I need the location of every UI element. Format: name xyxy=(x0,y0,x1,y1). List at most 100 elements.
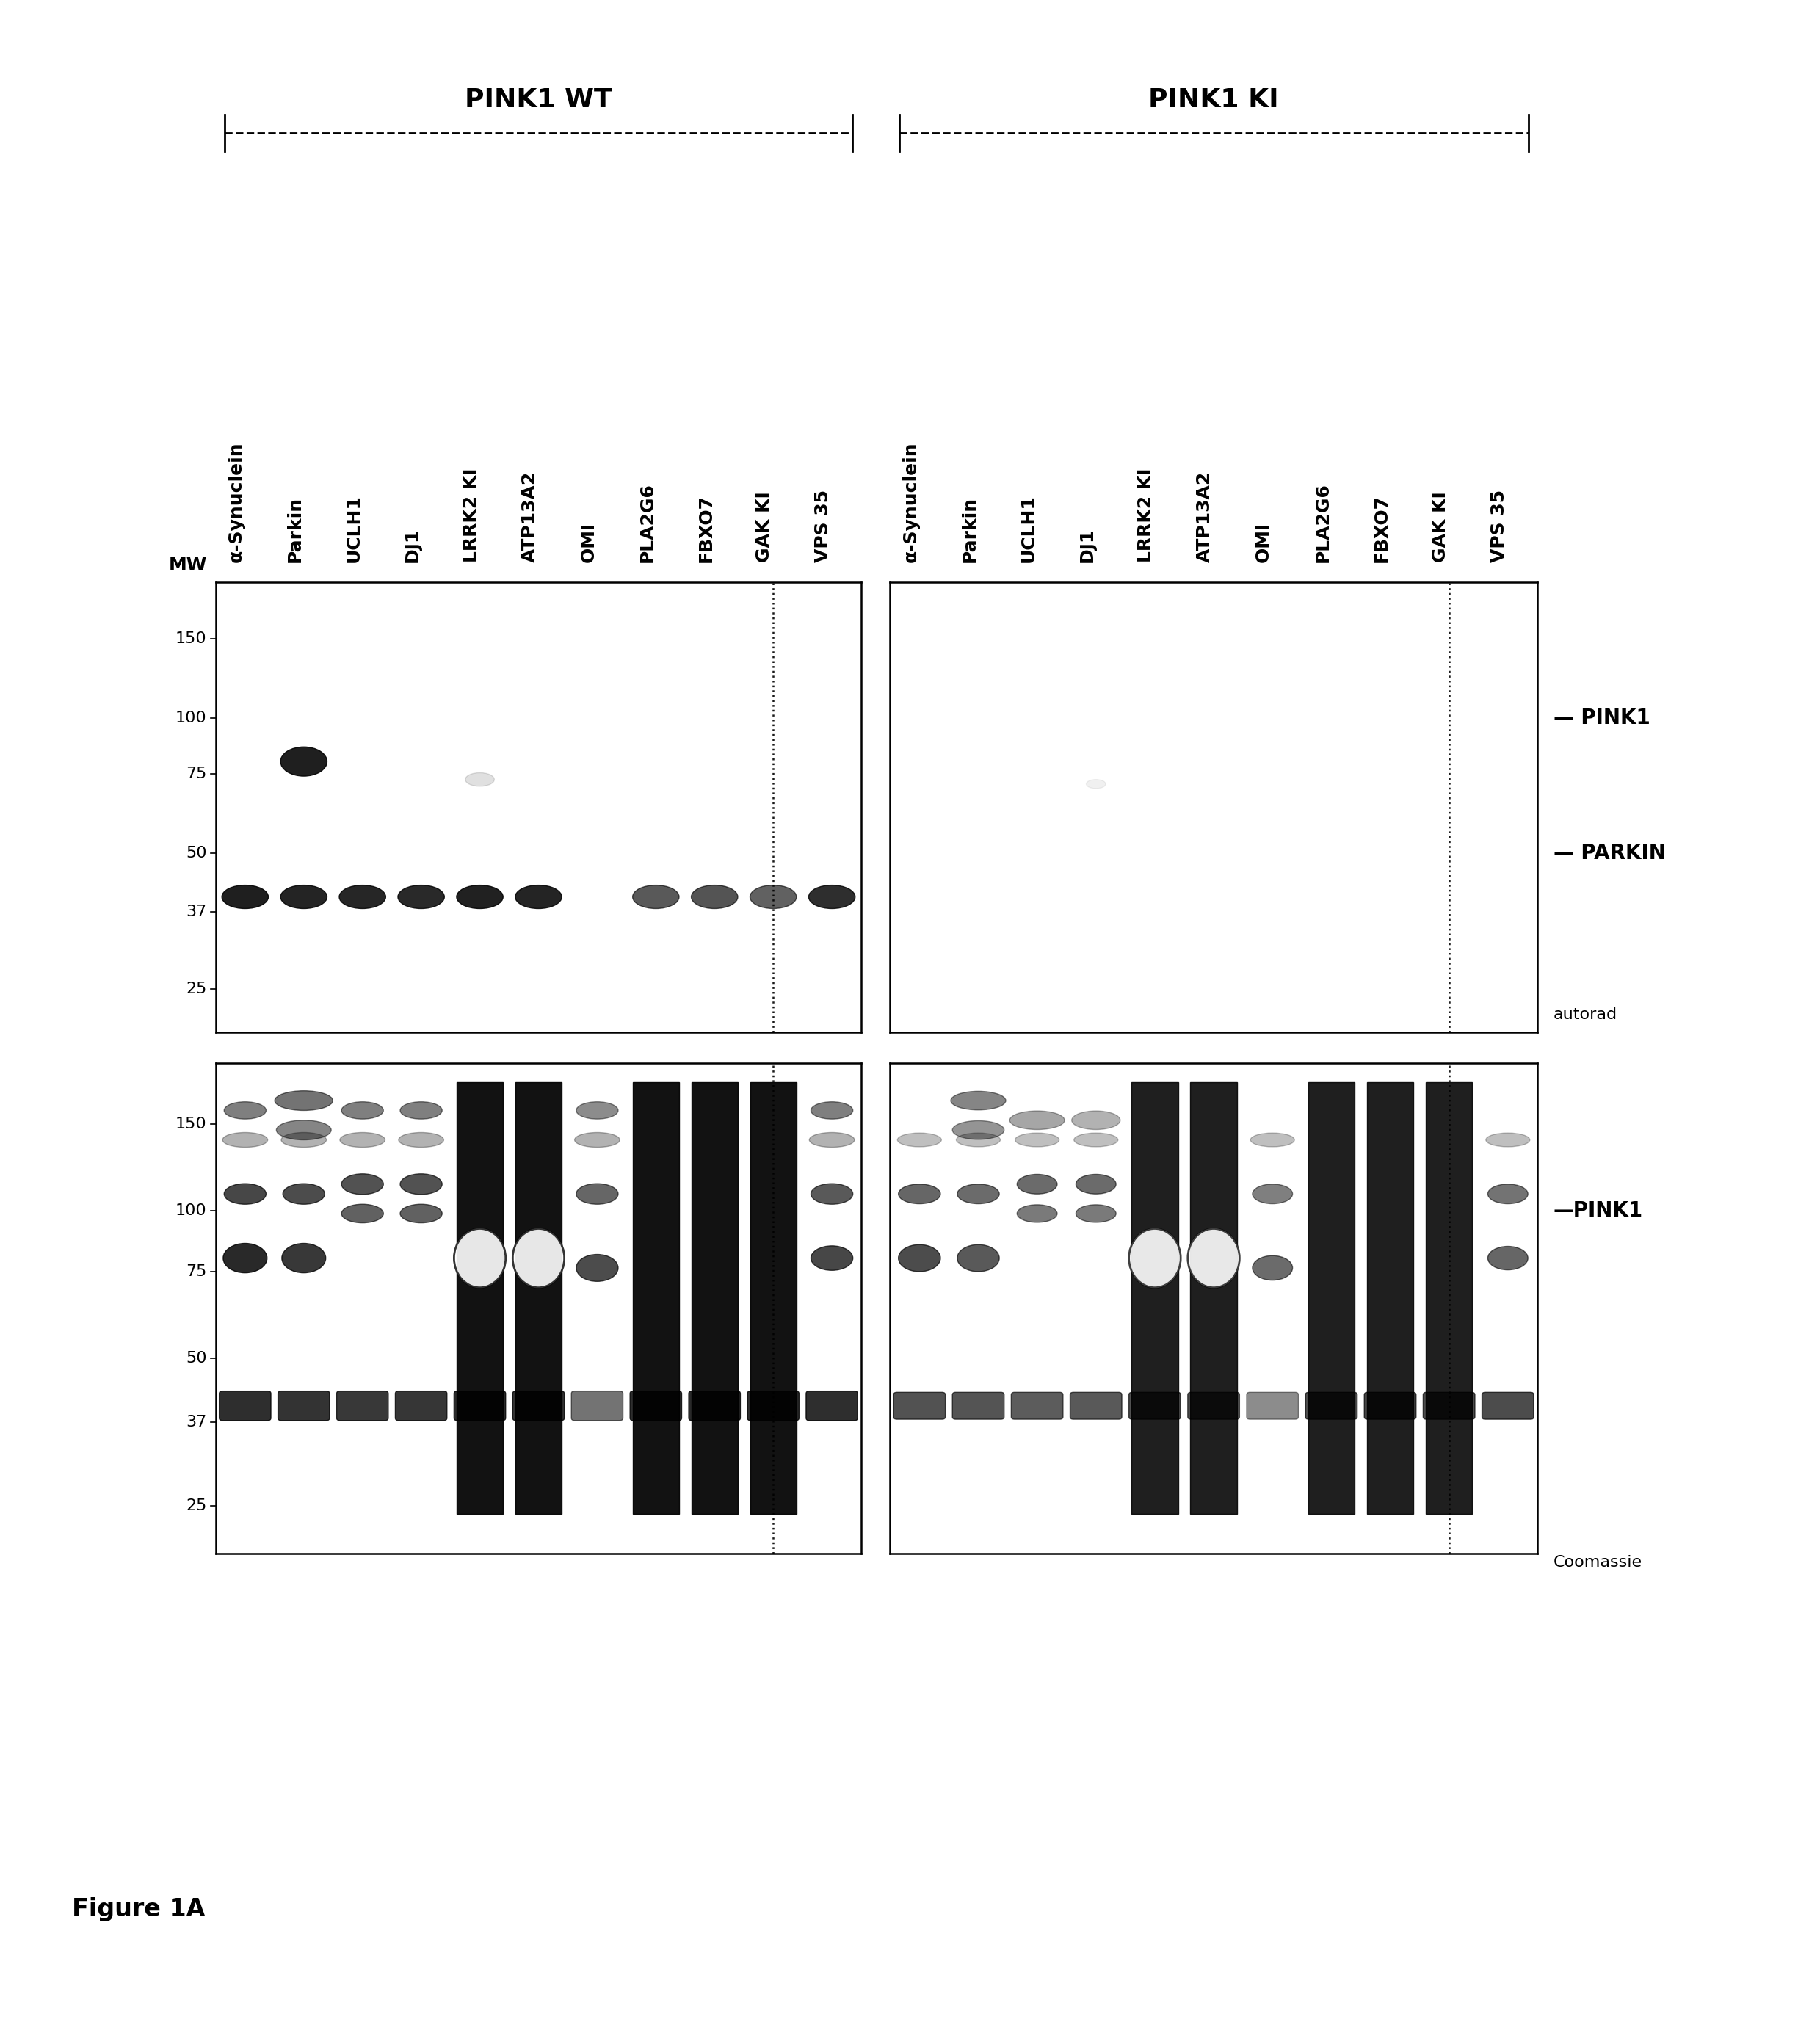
Text: PINK1 WT: PINK1 WT xyxy=(466,88,611,112)
Ellipse shape xyxy=(809,885,856,908)
Ellipse shape xyxy=(275,1091,333,1110)
Text: — PINK1: — PINK1 xyxy=(1553,707,1651,728)
Ellipse shape xyxy=(277,1120,331,1141)
Ellipse shape xyxy=(1073,1132,1118,1147)
Ellipse shape xyxy=(750,885,797,908)
FancyBboxPatch shape xyxy=(953,1392,1003,1419)
FancyBboxPatch shape xyxy=(1365,1392,1417,1419)
Text: PLA2G6: PLA2G6 xyxy=(1314,482,1331,562)
Ellipse shape xyxy=(1018,1175,1057,1194)
FancyBboxPatch shape xyxy=(512,1392,565,1421)
Ellipse shape xyxy=(1487,1247,1528,1269)
Ellipse shape xyxy=(221,885,268,908)
Text: 50: 50 xyxy=(185,1351,207,1365)
Text: α-Synuclein: α-Synuclein xyxy=(228,442,245,562)
Text: Parkin: Parkin xyxy=(960,497,978,562)
Ellipse shape xyxy=(1075,1204,1117,1222)
Ellipse shape xyxy=(1129,1228,1181,1288)
Text: MW: MW xyxy=(169,556,207,574)
Text: 150: 150 xyxy=(176,632,207,646)
Ellipse shape xyxy=(1485,1132,1530,1147)
Ellipse shape xyxy=(342,1102,383,1118)
FancyBboxPatch shape xyxy=(629,1392,681,1421)
Ellipse shape xyxy=(512,1228,565,1288)
FancyBboxPatch shape xyxy=(748,1392,798,1421)
Text: FBXO7: FBXO7 xyxy=(698,495,714,562)
Ellipse shape xyxy=(951,1091,1005,1110)
Ellipse shape xyxy=(899,1183,940,1204)
Bar xyxy=(1426,1083,1473,1515)
Text: 100: 100 xyxy=(176,1204,207,1218)
Ellipse shape xyxy=(957,1183,1000,1204)
Text: α-Synuclein: α-Synuclein xyxy=(903,442,919,562)
Text: GAK KI: GAK KI xyxy=(755,491,773,562)
Text: OMI: OMI xyxy=(579,521,597,562)
Bar xyxy=(1190,1083,1237,1515)
FancyBboxPatch shape xyxy=(1424,1392,1474,1419)
Text: 150: 150 xyxy=(176,1116,207,1132)
Bar xyxy=(1366,1083,1413,1515)
Ellipse shape xyxy=(282,1183,325,1204)
Ellipse shape xyxy=(457,885,503,908)
Ellipse shape xyxy=(1018,1204,1057,1222)
Text: UCLH1: UCLH1 xyxy=(1019,495,1037,562)
Ellipse shape xyxy=(1086,779,1106,789)
Ellipse shape xyxy=(1253,1183,1293,1204)
FancyBboxPatch shape xyxy=(219,1392,271,1421)
FancyBboxPatch shape xyxy=(336,1392,388,1421)
Ellipse shape xyxy=(957,1132,1000,1147)
FancyBboxPatch shape xyxy=(279,1392,329,1421)
FancyBboxPatch shape xyxy=(1070,1392,1122,1419)
Ellipse shape xyxy=(280,746,327,777)
Bar xyxy=(1131,1083,1178,1515)
FancyBboxPatch shape xyxy=(396,1392,448,1421)
Ellipse shape xyxy=(455,1228,505,1288)
FancyBboxPatch shape xyxy=(572,1392,622,1421)
Ellipse shape xyxy=(340,1132,385,1147)
Ellipse shape xyxy=(899,1245,940,1271)
Text: ATP13A2: ATP13A2 xyxy=(521,470,539,562)
FancyBboxPatch shape xyxy=(689,1392,741,1421)
Text: UCLH1: UCLH1 xyxy=(345,495,363,562)
Ellipse shape xyxy=(401,1102,442,1118)
Ellipse shape xyxy=(466,773,494,787)
Text: PINK1 KI: PINK1 KI xyxy=(1149,88,1278,112)
Text: — PARKIN: — PARKIN xyxy=(1553,842,1665,863)
Text: autorad: autorad xyxy=(1553,1008,1618,1022)
Ellipse shape xyxy=(575,1183,619,1204)
Ellipse shape xyxy=(811,1102,852,1118)
Bar xyxy=(457,1083,503,1515)
FancyBboxPatch shape xyxy=(894,1392,946,1419)
Text: 37: 37 xyxy=(185,1414,207,1429)
Text: 100: 100 xyxy=(176,711,207,726)
Bar xyxy=(633,1083,680,1515)
FancyBboxPatch shape xyxy=(455,1392,505,1421)
FancyBboxPatch shape xyxy=(806,1392,858,1421)
Ellipse shape xyxy=(575,1102,619,1118)
Ellipse shape xyxy=(401,1173,442,1194)
Text: 50: 50 xyxy=(185,846,207,861)
Ellipse shape xyxy=(342,1204,383,1222)
Ellipse shape xyxy=(342,1173,383,1194)
Ellipse shape xyxy=(397,885,444,908)
Ellipse shape xyxy=(575,1132,620,1147)
Bar xyxy=(516,1083,561,1515)
Text: DJ1: DJ1 xyxy=(403,527,421,562)
Ellipse shape xyxy=(223,1132,268,1147)
Ellipse shape xyxy=(280,1132,327,1147)
Text: DJ1: DJ1 xyxy=(1079,527,1097,562)
Ellipse shape xyxy=(282,1243,325,1273)
FancyBboxPatch shape xyxy=(1305,1392,1357,1419)
FancyBboxPatch shape xyxy=(1482,1392,1534,1419)
Ellipse shape xyxy=(223,1243,268,1273)
Text: 25: 25 xyxy=(185,981,207,995)
Text: Coomassie: Coomassie xyxy=(1553,1555,1642,1570)
Text: 75: 75 xyxy=(185,766,207,781)
Ellipse shape xyxy=(1253,1255,1293,1280)
Text: —PINK1: —PINK1 xyxy=(1553,1200,1643,1220)
Ellipse shape xyxy=(516,885,561,908)
Ellipse shape xyxy=(811,1183,852,1204)
Bar xyxy=(690,1083,737,1515)
Text: LRRK2 KI: LRRK2 KI xyxy=(1136,468,1154,562)
Text: OMI: OMI xyxy=(1255,521,1273,562)
